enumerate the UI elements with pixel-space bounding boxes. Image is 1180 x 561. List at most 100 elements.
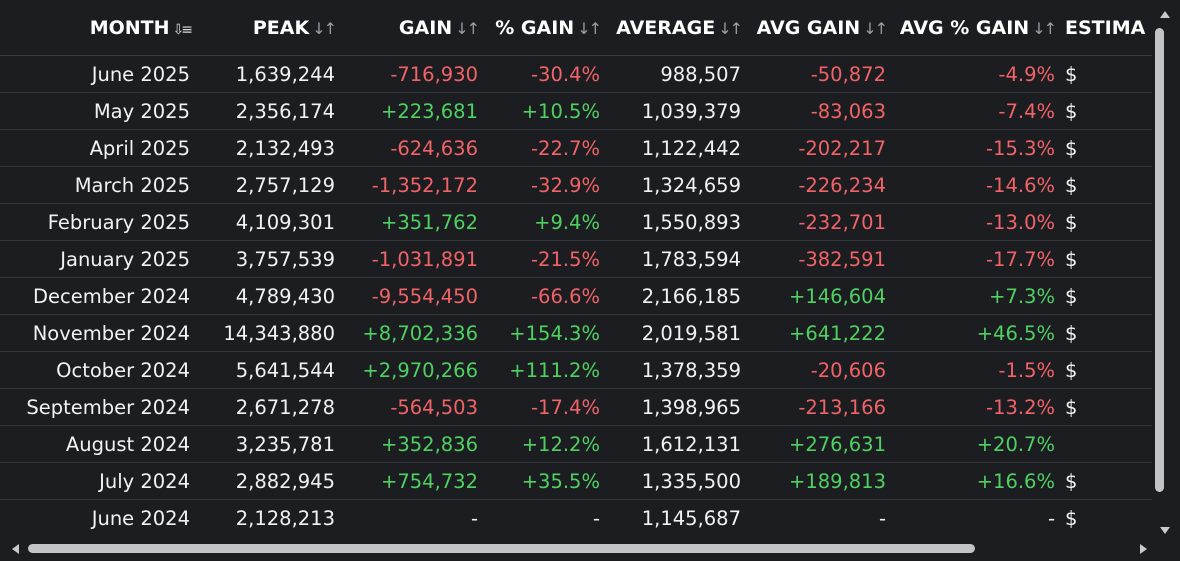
table-row[interactable]: November 2024 14,343,880 +8,702,336 +154.3%… xyxy=(0,314,1152,352)
cell-estimated xyxy=(1055,425,1152,463)
cell-month: November 2024 xyxy=(0,314,190,352)
cell-estimated: $ xyxy=(1055,388,1152,426)
cell-gain: +223,681 xyxy=(335,92,478,130)
cell-average: 2,019,581 xyxy=(600,314,741,352)
column-header-average[interactable]: AVERAGE ↓↑ xyxy=(600,0,743,56)
sort-icon[interactable]: ↓↑ xyxy=(577,18,602,38)
cell-estimated: $ xyxy=(1055,314,1152,352)
cell-month: May 2025 xyxy=(0,92,190,130)
sort-icon[interactable]: ↓↑ xyxy=(718,18,743,38)
table-row[interactable]: December 2024 4,789,430 -9,554,450 -66.6% 2,… xyxy=(0,277,1152,315)
cell-month: June 2024 xyxy=(91,506,190,530)
column-header-label: AVG GAIN xyxy=(756,16,861,39)
scroll-left-arrow-icon[interactable] xyxy=(12,544,19,554)
column-header-label: AVERAGE xyxy=(616,16,716,39)
column-header-peak[interactable]: PEAK ↓↑ xyxy=(190,0,337,56)
cell-avg-gain: +189,813 xyxy=(741,462,886,500)
cell-month: September 2024 xyxy=(0,388,190,426)
cell-peak: 14,343,880 xyxy=(190,314,335,352)
horizontal-scroll-thumb[interactable] xyxy=(28,544,975,553)
column-header-avg-gain[interactable]: AVG GAIN ↓↑ xyxy=(741,0,888,56)
column-header-avg-pct-gain[interactable]: AVG % GAIN ↓↑ xyxy=(886,0,1057,56)
cell-average: 1,145,687 xyxy=(641,506,741,530)
table-row[interactable]: February 2025 4,109,301 +351,762 +9.4% 1,550… xyxy=(0,203,1152,241)
cell-avg-gain: +641,222 xyxy=(741,314,886,352)
column-header-pct-gain[interactable]: % GAIN ↓↑ xyxy=(478,0,602,56)
cell-gain: -564,503 xyxy=(335,388,478,426)
table-row[interactable]: May 2025 2,356,174 +223,681 +10.5% 1,039,379… xyxy=(0,92,1152,130)
vertical-scrollbar[interactable] xyxy=(1152,0,1180,538)
cell-peak: 3,757,539 xyxy=(190,240,335,278)
cell-avg-pct-gain: -14.6% xyxy=(886,166,1055,204)
table-row[interactable]: September 2024 2,671,278 -564,503 -17.4% 1,3… xyxy=(0,388,1152,426)
cell-estimated: $ xyxy=(1055,92,1152,130)
table-row[interactable]: June 2024 2,128,213- -1,145,687- - $ xyxy=(0,500,1152,537)
table-row[interactable]: March 2025 2,757,129 -1,352,172 -32.9% 1,324… xyxy=(0,166,1152,204)
cell-estimated: $ xyxy=(1055,277,1152,315)
table-row[interactable]: October 2024 5,641,544 +2,970,266 +111.2% 1,… xyxy=(0,351,1152,389)
cell-pct-gain: -21.5% xyxy=(478,240,600,278)
cell-month: October 2024 xyxy=(0,351,190,389)
cell-peak: 2,671,278 xyxy=(190,388,335,426)
column-header-label: GAIN xyxy=(398,16,453,39)
cell-gain: +8,702,336 xyxy=(335,314,478,352)
sort-icon[interactable]: ↓↑ xyxy=(863,18,888,38)
sort-descending-icon[interactable]: ⇩≡ xyxy=(172,21,194,38)
table-row[interactable]: June 2025 1,639,244 -716,930 -30.4% 988,507-… xyxy=(0,55,1152,93)
cell-avg-gain: -226,234 xyxy=(741,166,886,204)
cell-avg-gain: -382,591 xyxy=(741,240,886,278)
cell-peak: 2,132,493 xyxy=(190,129,335,167)
column-header-label: ESTIMA xyxy=(1065,16,1146,39)
cell-avg-gain: - xyxy=(878,506,886,530)
scroll-right-arrow-icon[interactable] xyxy=(1140,544,1147,554)
cell-month: December 2024 xyxy=(0,277,190,315)
cell-estimated: $ xyxy=(1055,240,1152,278)
scroll-up-arrow-icon[interactable] xyxy=(1160,11,1170,18)
table-row[interactable]: April 2025 2,132,493 -624,636 -22.7% 1,122,4… xyxy=(0,129,1152,167)
cell-average: 1,122,442 xyxy=(600,129,741,167)
cell-pct-gain: -17.4% xyxy=(478,388,600,426)
cell-avg-gain: -20,606 xyxy=(741,351,886,389)
column-header-estimated[interactable]: ESTIMA xyxy=(1055,0,1152,56)
cell-avg-pct-gain: -1.5% xyxy=(886,351,1055,389)
cell-estimated: $ xyxy=(1055,462,1152,500)
column-header-label: PEAK xyxy=(252,16,310,39)
cell-estimated: $ xyxy=(1055,55,1152,93)
table-viewport: MONTH ⇩≡ PEAK ↓↑ GAIN ↓↑% GAIN ↓↑ AVERAGE ↓↑ AVG … xyxy=(0,0,1152,537)
monthly-stats-table: MONTH ⇩≡ PEAK ↓↑ GAIN ↓↑% GAIN ↓↑ AVERAGE ↓↑ AVG … xyxy=(0,0,1152,537)
cell-month: July 2024 xyxy=(0,462,190,500)
column-header-gain[interactable]: GAIN ↓↑ xyxy=(335,0,480,56)
cell-avg-pct-gain: - xyxy=(1047,506,1055,530)
cell-peak: 3,235,781 xyxy=(190,425,335,463)
cell-average: 1,612,131 xyxy=(600,425,741,463)
cell-avg-gain: -213,166 xyxy=(741,388,886,426)
cell-average: 1,378,359 xyxy=(600,351,741,389)
sort-icon[interactable]: ↓↑ xyxy=(312,18,337,38)
cell-gain: +351,762 xyxy=(335,203,478,241)
table-row[interactable]: January 2025 3,757,539 -1,031,891 -21.5% 1,7… xyxy=(0,240,1152,278)
cell-gain: -1,352,172 xyxy=(335,166,478,204)
cell-estimated: $ xyxy=(1055,203,1152,241)
cell-avg-pct-gain: -4.9% xyxy=(886,55,1055,93)
cell-pct-gain: +111.2% xyxy=(478,351,600,389)
sort-icon[interactable]: ↓↑ xyxy=(455,18,480,38)
scroll-down-arrow-icon[interactable] xyxy=(1160,527,1170,534)
table-row[interactable]: July 2024 2,882,945 +754,732 +35.5% 1,335,50… xyxy=(0,462,1152,500)
cell-month: August 2024 xyxy=(0,425,190,463)
sort-icon[interactable]: ↓↑ xyxy=(1032,18,1057,38)
column-header-label: AVG % GAIN xyxy=(899,16,1030,39)
table-body: June 2025 1,639,244 -716,930 -30.4% 988,507-… xyxy=(0,55,1152,537)
cell-average: 1,550,893 xyxy=(600,203,741,241)
table-row[interactable]: August 2024 3,235,781 +352,836 +12.2% 1,612,… xyxy=(0,425,1152,463)
cell-gain: - xyxy=(470,506,478,530)
cell-peak: 2,356,174 xyxy=(190,92,335,130)
horizontal-scrollbar[interactable] xyxy=(0,538,1180,561)
cell-avg-gain: +146,604 xyxy=(741,277,886,315)
cell-estimated: $ xyxy=(1055,351,1152,389)
column-header-month[interactable]: MONTH ⇩≡ xyxy=(0,0,194,56)
vertical-scroll-thumb[interactable] xyxy=(1155,28,1164,492)
cell-peak: 2,128,213 xyxy=(235,506,335,530)
column-header-label: MONTH xyxy=(89,16,170,39)
cell-average: 1,335,500 xyxy=(600,462,741,500)
cell-avg-pct-gain: +20.7% xyxy=(886,425,1055,463)
